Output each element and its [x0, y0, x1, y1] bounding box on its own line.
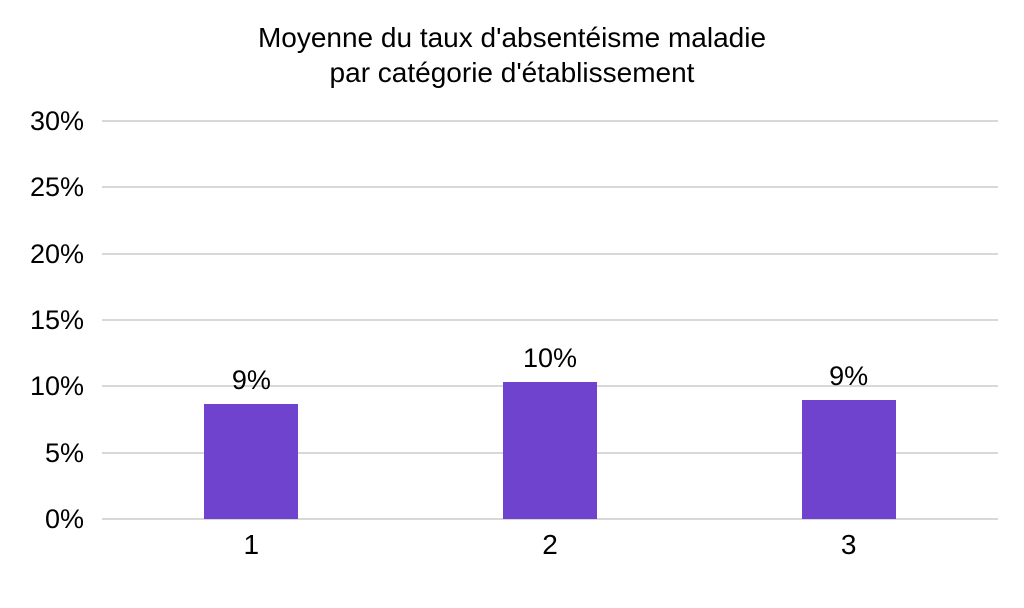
y-tick-label-0pct: 0%	[44, 504, 84, 534]
bar-value-label-3: 9%	[829, 360, 869, 391]
bar-category-2	[503, 382, 597, 519]
x-tick-label-2: 2	[542, 529, 558, 560]
x-tick-label-3: 3	[840, 529, 857, 560]
y-tick-label-20pct: 20%	[29, 238, 84, 269]
gridline-0pct	[102, 518, 998, 520]
chart-title-line-1: Moyenne du taux d'absentéisme maladie	[257, 22, 767, 53]
gridline-25pct	[102, 186, 998, 189]
x-tick-label-1: 1	[243, 529, 260, 560]
y-tick-label-15pct: 15%	[29, 305, 84, 335]
bar-value-label-1: 9%	[231, 364, 271, 395]
y-tick-label-10pct: 10%	[29, 371, 84, 402]
y-tick-label-25pct: 25%	[29, 172, 84, 203]
chart-title: Moyenne du taux d'absentéisme maladie pa…	[0, 20, 1024, 90]
bar-category-1	[204, 403, 299, 519]
gridline-30pct	[102, 120, 998, 122]
gridline-20pct	[102, 252, 998, 255]
chart-title-line-2: par catégorie d'établissement	[329, 57, 695, 88]
bar-category-3	[801, 399, 896, 519]
y-tick-label-5pct: 5%	[44, 437, 84, 468]
bar-value-label-2: 10%	[522, 343, 578, 374]
y-tick-label-30pct: 30%	[29, 106, 84, 136]
gridline-15pct	[102, 319, 998, 321]
